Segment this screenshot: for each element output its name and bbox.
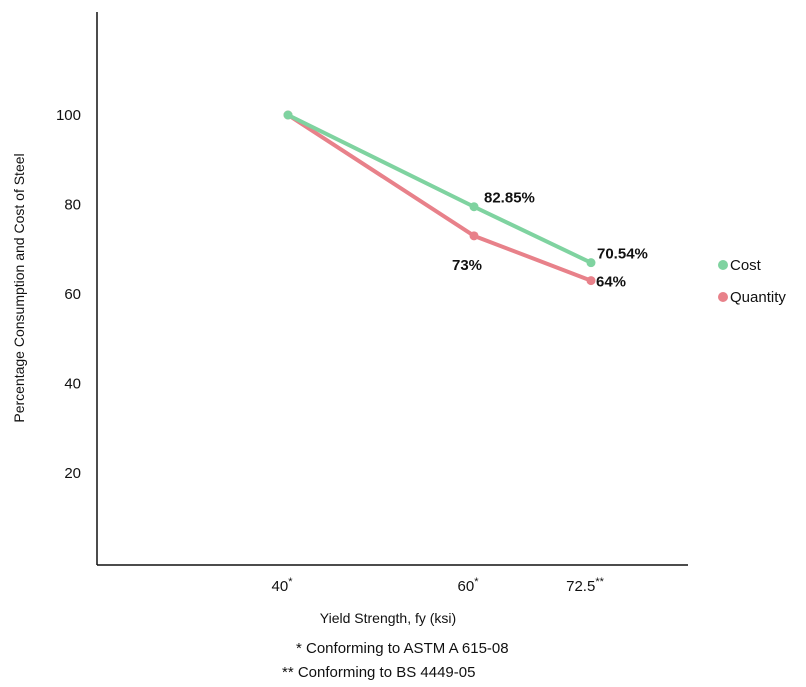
series-group bbox=[283, 110, 596, 286]
legend-label-cost: Cost bbox=[730, 257, 762, 274]
x-tick-labels: 40* 60* 72.5** bbox=[272, 576, 605, 595]
y-tick-label: 40 bbox=[64, 376, 81, 393]
series-line-quantity bbox=[286, 113, 593, 283]
point-cost bbox=[283, 110, 293, 120]
y-tick-label: 80 bbox=[64, 197, 81, 214]
axes bbox=[96, 12, 688, 566]
point-cost bbox=[469, 202, 479, 212]
legend-marker-cost bbox=[718, 260, 728, 270]
footnote-bs: ** Conforming to BS 4449-05 bbox=[282, 664, 476, 681]
data-label-quantity: 73% bbox=[452, 257, 482, 274]
y-tick-label: 20 bbox=[64, 465, 81, 482]
x-tick-label: 40* bbox=[272, 576, 294, 595]
data-labels: 82.85% 70.54% 73% 64% bbox=[452, 190, 648, 291]
x-tick-label: 60* bbox=[458, 576, 480, 595]
legend: Cost Quantity bbox=[718, 257, 786, 306]
y-tick-labels: 20 40 60 80 100 bbox=[56, 107, 81, 482]
data-label-quantity: 64% bbox=[596, 274, 626, 291]
data-label-cost: 82.85% bbox=[484, 190, 535, 207]
x-tick-label: 72.5** bbox=[566, 576, 604, 595]
point-quantity bbox=[586, 276, 596, 286]
legend-marker-quantity bbox=[718, 292, 728, 302]
footnote-astm: * Conforming to ASTM A 615-08 bbox=[296, 640, 509, 657]
point-cost bbox=[586, 258, 596, 268]
data-label-cost: 70.54% bbox=[597, 246, 648, 263]
series-line-cost bbox=[286, 113, 593, 265]
y-tick-label: 60 bbox=[64, 286, 81, 303]
point-quantity bbox=[469, 231, 479, 241]
legend-label-quantity: Quantity bbox=[730, 289, 786, 306]
y-tick-label: 100 bbox=[56, 107, 81, 124]
x-axis-title: Yield Strength, fy (ksi) bbox=[320, 610, 456, 626]
y-axis-title: Percentage Consumption and Cost of Steel bbox=[11, 153, 27, 422]
